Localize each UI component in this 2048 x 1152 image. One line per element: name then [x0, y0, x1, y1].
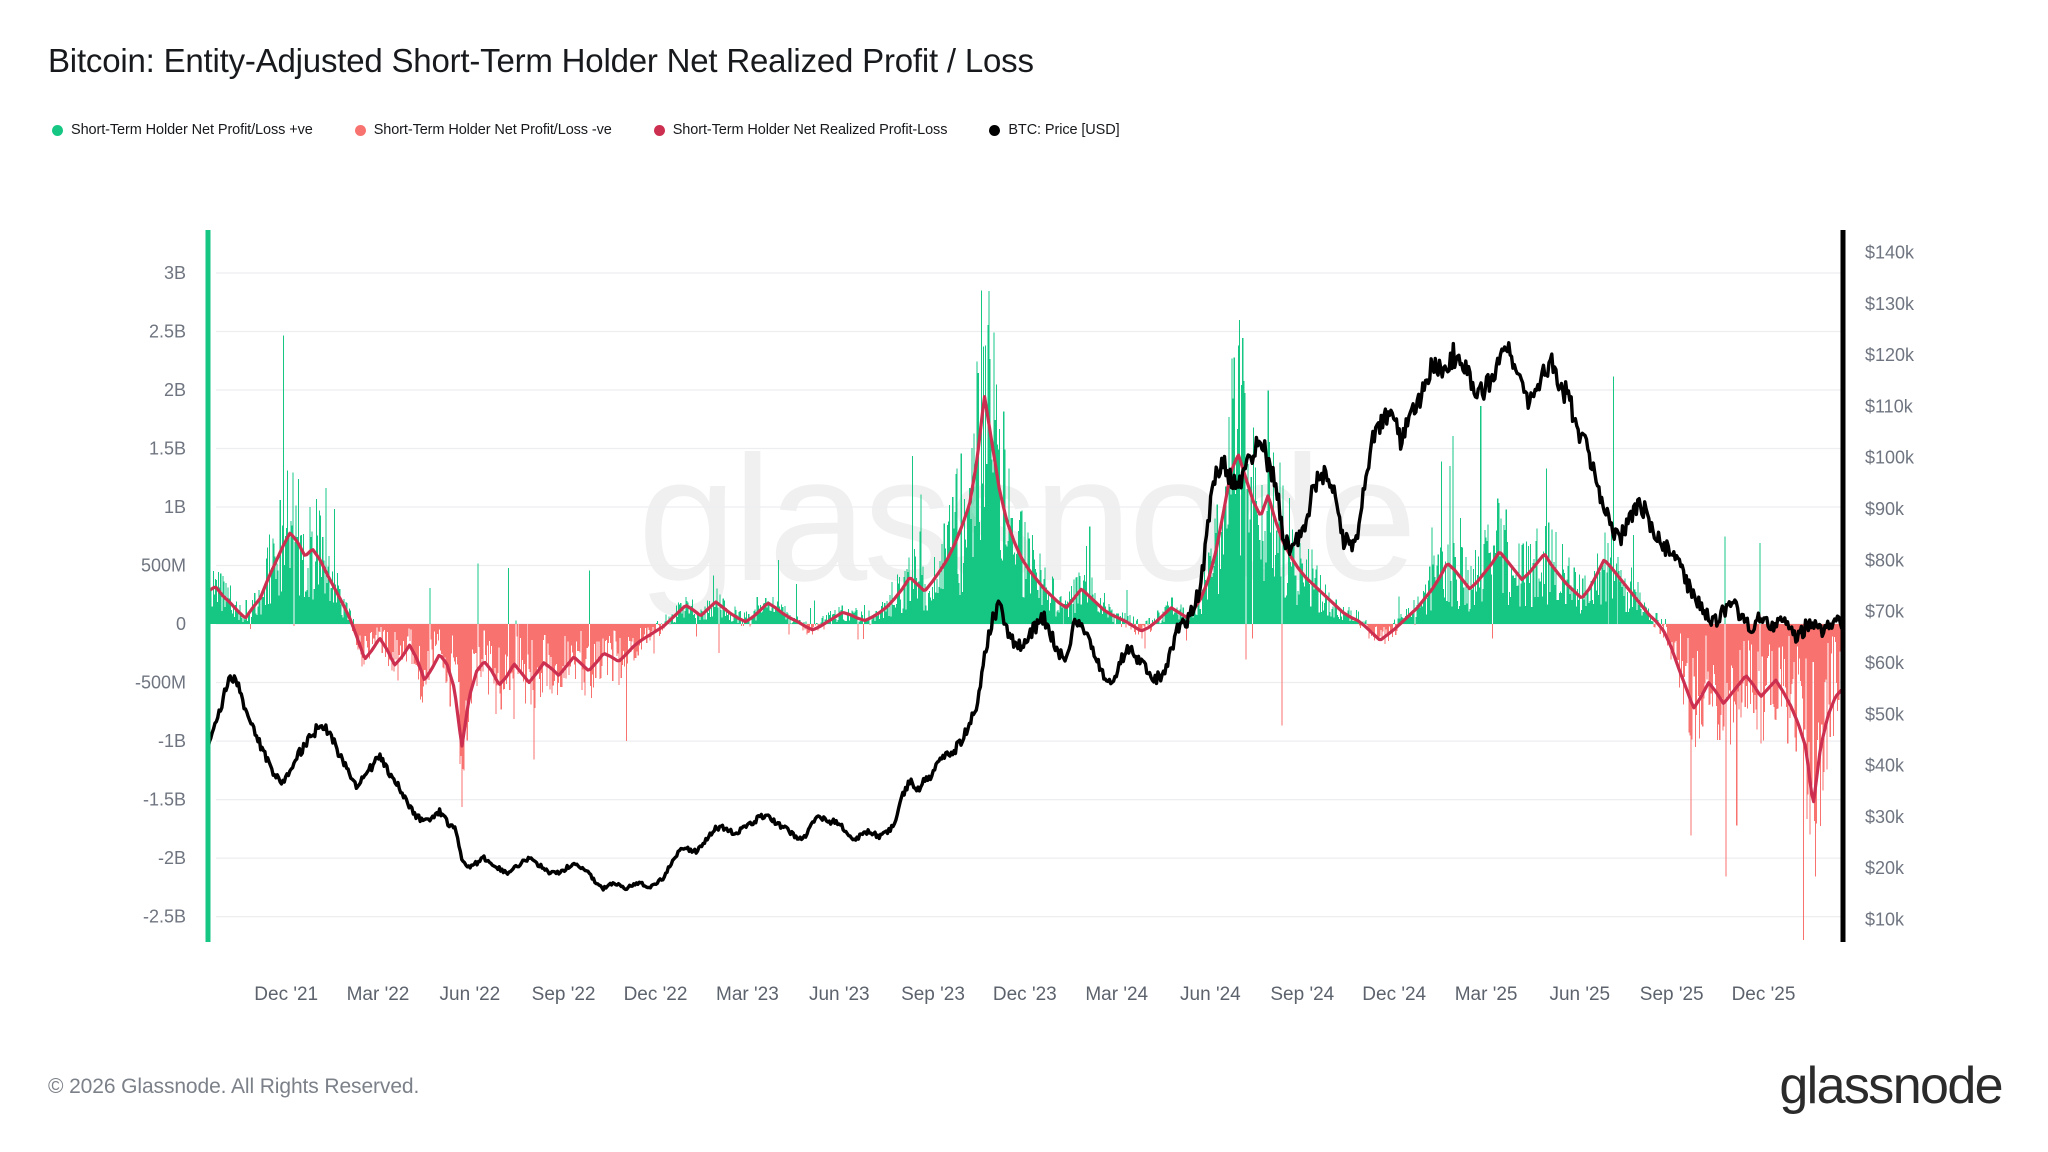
legend-label: Short-Term Holder Net Profit/Loss -ve [373, 122, 612, 138]
legend-label: BTC: Price [USD] [1008, 122, 1120, 138]
svg-text:Sep '25: Sep '25 [1640, 984, 1704, 1005]
legend-swatch-icon [354, 124, 366, 136]
footer-copyright: © 2026 Glassnode. All Rights Reserved. [48, 1075, 420, 1098]
svg-text:Sep '22: Sep '22 [532, 984, 596, 1005]
line-net-realized-profit-loss [206, 395, 1845, 804]
legend-item-sth-net-realized[interactable]: Short-Term Holder Net Realized Profit-Lo… [653, 122, 948, 138]
svg-text:0: 0 [176, 614, 186, 634]
svg-text:500M: 500M [141, 556, 186, 576]
svg-text:2B: 2B [164, 380, 186, 400]
svg-text:Dec '25: Dec '25 [1732, 984, 1796, 1005]
chart-legend: Short-Term Holder Net Profit/Loss +ve Sh… [52, 122, 1162, 138]
svg-text:$140k: $140k [1865, 243, 1915, 263]
legend-swatch-icon [653, 124, 665, 136]
legend-label: Short-Term Holder Net Realized Profit-Lo… [672, 122, 948, 138]
bars-negative-series [249, 624, 1844, 940]
svg-text:-1B: -1B [158, 731, 186, 751]
legend-item-sth-profit-positive[interactable]: Short-Term Holder Net Profit/Loss +ve [52, 122, 313, 138]
page-title: Bitcoin: Entity-Adjusted Short-Term Hold… [48, 42, 1034, 79]
legend-label: Short-Term Holder Net Profit/Loss +ve [71, 122, 313, 138]
svg-text:$110k: $110k [1865, 396, 1914, 416]
x-axis-ticks: Dec '21 Mar '22 Jun '22 Sep '22 Dec '22 Mar '… [254, 984, 1795, 1005]
svg-text:1B: 1B [164, 497, 186, 517]
svg-text:3B: 3B [164, 263, 186, 283]
y-axis-left-ticks: 3B 2.5B 2B 1.5B 1B 500M 0 -500M -1B -1.5B -2B -2.5B [135, 263, 186, 927]
svg-text:$30k: $30k [1865, 807, 1905, 827]
svg-text:Jun '25: Jun '25 [1549, 984, 1610, 1005]
svg-text:$10k: $10k [1865, 910, 1905, 930]
svg-text:$80k: $80k [1865, 550, 1905, 570]
svg-text:-2.5B: -2.5B [143, 907, 186, 927]
svg-text:$70k: $70k [1865, 602, 1905, 622]
svg-text:Mar '23: Mar '23 [716, 984, 779, 1005]
svg-text:1.5B: 1.5B [149, 439, 186, 459]
svg-text:Dec '21: Dec '21 [254, 984, 318, 1005]
svg-text:$60k: $60k [1865, 653, 1905, 673]
svg-text:Dec '24: Dec '24 [1362, 984, 1426, 1005]
svg-text:-500M: -500M [135, 673, 186, 693]
svg-text:Dec '22: Dec '22 [624, 984, 688, 1005]
footer-logo: glassnode [1779, 1057, 2003, 1115]
legend-swatch-icon [52, 124, 63, 136]
svg-text:$120k: $120k [1865, 345, 1915, 365]
svg-text:$40k: $40k [1865, 756, 1905, 776]
svg-text:Dec '23: Dec '23 [993, 984, 1057, 1005]
svg-text:Jun '22: Jun '22 [440, 984, 501, 1005]
y-axis-right-ticks: $140k $130k $120k $110k $100k $90k $80k $70k $60… [1865, 243, 1915, 930]
chart-plot-area: glassnode 3B 2.5B 2B 1.5B 1B 500M 0 -500M -1B -1.… [0, 150, 2048, 1010]
svg-text:2.5B: 2.5B [149, 322, 186, 342]
svg-text:Mar '22: Mar '22 [347, 984, 410, 1005]
line-btc-price [206, 341, 1845, 892]
grid-lines [216, 272, 1843, 918]
svg-text:$20k: $20k [1865, 858, 1905, 878]
svg-text:Mar '25: Mar '25 [1455, 984, 1518, 1005]
legend-item-sth-profit-negative[interactable]: Short-Term Holder Net Profit/Loss -ve [354, 122, 612, 138]
svg-text:Sep '23: Sep '23 [901, 984, 965, 1005]
svg-text:$90k: $90k [1865, 499, 1905, 519]
svg-text:Jun '24: Jun '24 [1180, 984, 1241, 1005]
chart-svg: glassnode 3B2.5B2B1.5B1B500M0-500M-1B-1.… [135, 230, 1915, 1005]
svg-text:$130k: $130k [1865, 294, 1915, 314]
legend-item-btc-price[interactable]: BTC: Price [USD] [989, 122, 1120, 138]
svg-text:Sep '24: Sep '24 [1270, 984, 1334, 1005]
legend-swatch-icon [989, 124, 1001, 136]
svg-text:-1.5B: -1.5B [143, 790, 186, 810]
svg-text:Jun '23: Jun '23 [809, 984, 870, 1005]
svg-text:$100k: $100k [1865, 448, 1915, 468]
svg-text:Mar '24: Mar '24 [1085, 984, 1148, 1005]
svg-text:$50k: $50k [1865, 704, 1905, 724]
svg-text:-2B: -2B [158, 848, 186, 868]
